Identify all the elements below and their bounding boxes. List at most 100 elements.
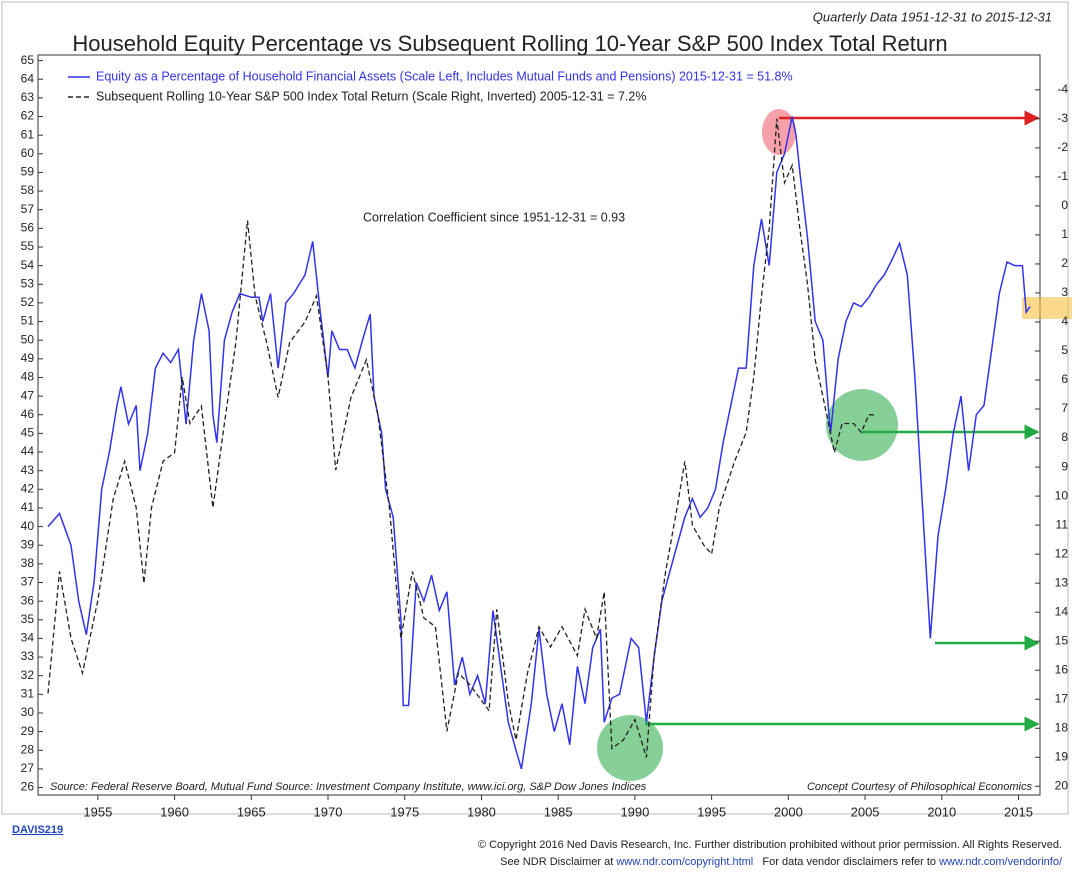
y2-tick-label: 2 (1061, 256, 1068, 270)
y2-tick-label: 18 (1055, 720, 1069, 734)
legend-label: Equity as a Percentage of Household Fina… (96, 69, 793, 83)
y2-tick-label: 5 (1061, 343, 1068, 357)
credit: Concept Courtesy of Philosophical Econom… (807, 781, 1033, 793)
y-tick-label: 29 (21, 724, 35, 738)
y-tick-label: 33 (21, 649, 35, 663)
y2-tick-label: 8 (1061, 430, 1068, 444)
y2-tick-label: 7 (1061, 401, 1068, 415)
highlight-box (1022, 297, 1072, 319)
plot-frame (37, 54, 1041, 796)
y2-tick-label: 0 (1061, 198, 1068, 212)
y-tick-label: 36 (21, 593, 35, 607)
chart-title: Household Equity Percentage vs Subsequen… (72, 31, 947, 56)
y2-tick-label: 1 (1061, 227, 1068, 241)
y2-tick-label: -1 (1057, 169, 1068, 183)
x-tick-label: 1965 (237, 804, 266, 819)
y-tick-label: 39 (21, 537, 35, 551)
y-tick-label: 63 (21, 90, 35, 104)
y-tick-label: 56 (21, 221, 35, 235)
y-tick-label: 27 (21, 761, 35, 775)
y2-tick-label: 11 (1056, 517, 1069, 531)
y-tick-label: 60 (21, 146, 35, 160)
y-tick-label: 51 (21, 314, 35, 328)
chart-id: DAVIS219 (12, 824, 63, 836)
y2-tick-label: -4 (1057, 82, 1068, 96)
link[interactable]: www.ndr.com/copyright.html (615, 856, 753, 868)
y-tick-label: 62 (21, 109, 35, 123)
x-tick-label: 2000 (774, 804, 803, 819)
y2-tick-label: -3 (1057, 111, 1068, 125)
y2-tick-label: 14 (1055, 604, 1069, 618)
y2-tick-label: -2 (1057, 140, 1068, 154)
y2-tick-label: 19 (1055, 749, 1069, 763)
y2-tick-label: 10 (1055, 488, 1069, 502)
y-tick-label: 44 (21, 444, 35, 458)
y-tick-label: 58 (21, 183, 35, 197)
y2-tick-label: 12 (1055, 546, 1069, 560)
x-tick-label: 1955 (83, 804, 112, 819)
series-line (47, 116, 1031, 770)
x-tick-label: 1985 (544, 804, 573, 819)
x-tick-label: 1995 (697, 804, 726, 819)
source: Source: Federal Reserve Board, Mutual Fu… (50, 781, 647, 793)
y-tick-label: 45 (21, 426, 35, 440)
y2-tick-label: 20 (1055, 778, 1069, 792)
highlight-circle (597, 715, 663, 781)
y-tick-label: 49 (21, 351, 35, 365)
x-tick-label: 1990 (620, 804, 649, 819)
x-tick-label: 1960 (160, 804, 189, 819)
y2-tick-label: 15 (1055, 633, 1069, 647)
x-tick-label: 1970 (314, 804, 343, 819)
y-tick-label: 47 (21, 388, 35, 402)
y-tick-label: 30 (21, 705, 35, 719)
y-tick-label: 37 (21, 575, 35, 589)
copyright: © Copyright 2016 Ned Davis Research, Inc… (478, 839, 1062, 851)
y-tick-label: 54 (21, 258, 35, 272)
y2-tick-label: 13 (1055, 575, 1069, 589)
y-tick-label: 26 (21, 780, 35, 794)
x-tick-label: 2005 (851, 804, 880, 819)
chart-border (1, 1, 1069, 815)
y-tick-label: 64 (21, 71, 35, 85)
y2-tick-label: 3 (1061, 285, 1068, 299)
y-tick-label: 65 (21, 53, 35, 67)
y-tick-label: 28 (21, 742, 35, 756)
x-tick-label: 1980 (467, 804, 496, 819)
subtitle: Quarterly Data 1951-12-31 to 2015-12-31 (813, 9, 1052, 24)
highlight-circle (762, 109, 796, 155)
y-tick-label: 41 (21, 500, 35, 514)
y-tick-label: 61 (21, 127, 35, 141)
legend-label: Subsequent Rolling 10-Year S&P 500 Index… (96, 89, 646, 103)
y-tick-label: 40 (21, 519, 35, 533)
x-tick-label: 2010 (927, 804, 956, 819)
y-tick-label: 57 (21, 202, 35, 216)
y-tick-label: 32 (21, 668, 35, 682)
disclaimer-text: See NDR Disclaimer at (500, 856, 616, 868)
annotation: Correlation Coefficient since 1951-12-31… (363, 210, 625, 224)
y2-tick-label: 4 (1061, 314, 1068, 328)
y-tick-label: 48 (21, 370, 35, 384)
y2-tick-label: 9 (1061, 459, 1068, 473)
y-tick-label: 59 (21, 165, 35, 179)
y-tick-label: 46 (21, 407, 35, 421)
y-tick-label: 42 (21, 481, 35, 495)
x-tick-label: 2015 (1004, 804, 1033, 819)
y2-tick-label: 6 (1061, 372, 1068, 386)
y-tick-label: 50 (21, 332, 35, 346)
x-tick-label: 1975 (390, 804, 419, 819)
y-tick-label: 43 (21, 463, 35, 477)
link[interactable]: www.ndr.com/vendorinfo/ (938, 856, 1063, 868)
y-tick-label: 34 (21, 631, 35, 645)
y2-tick-label: 17 (1055, 691, 1069, 705)
y-tick-label: 31 (21, 687, 35, 701)
series-line (47, 118, 877, 758)
y-tick-label: 53 (21, 276, 35, 290)
y-tick-label: 52 (21, 295, 35, 309)
disclaimer: See NDR Disclaimer at www.ndr.com/copyri… (500, 856, 1063, 868)
disclaimer-text: For data vendor disclaimers refer to (753, 856, 939, 868)
highlight-circle (826, 389, 898, 461)
y2-tick-label: 16 (1055, 662, 1069, 676)
y-tick-label: 38 (21, 556, 35, 570)
y-tick-label: 35 (21, 612, 35, 626)
